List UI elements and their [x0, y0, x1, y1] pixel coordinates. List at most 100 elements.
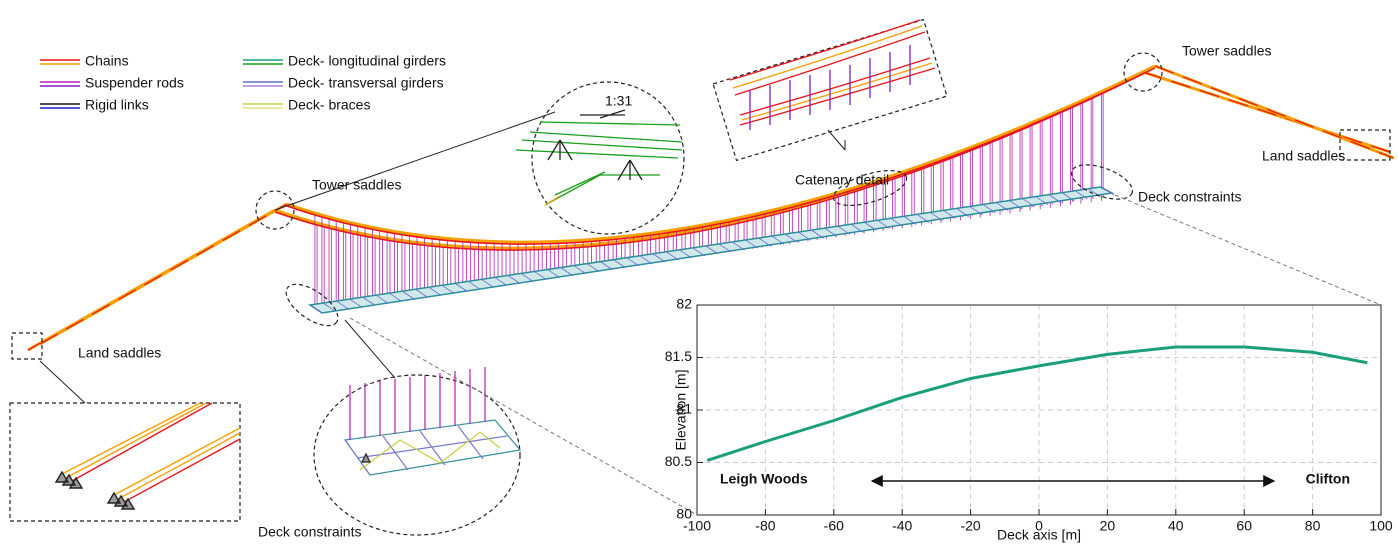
deck-girder [586, 263, 600, 273]
deck-girder [758, 237, 772, 247]
chain [286, 64, 1156, 244]
legend-label: Deck- transversal girders [288, 75, 444, 91]
x-tick-label: 80 [1305, 518, 1321, 534]
deck-girder [850, 224, 864, 233]
annotation: Leigh Woods [720, 471, 808, 487]
deck-girder [613, 259, 626, 269]
deck-girder [639, 255, 653, 265]
deck-girder [1101, 186, 1115, 196]
deck-girder [877, 220, 890, 229]
label: Catenary detail [795, 172, 889, 188]
detail-saddle [515, 109, 683, 206]
callout [255, 190, 295, 230]
callout [712, 18, 948, 162]
y-tick-label: 80 [676, 506, 692, 522]
chart: 80 80.5 81 81.5 82 -100 -80 -60 -40 -20 0 20 40 60 80 1… [665, 296, 1393, 543]
x-axis-label: Deck axis [m] [997, 527, 1081, 543]
deck-girder [732, 241, 745, 251]
y-tick-label: 81.5 [665, 348, 692, 364]
leader [827, 129, 846, 151]
y-tick-label: 81 [676, 401, 692, 417]
x-tick-label: 40 [1168, 518, 1184, 534]
detail-catenary [729, 19, 936, 130]
leader [344, 319, 396, 379]
chain [274, 73, 1144, 251]
deck-girder [916, 214, 930, 223]
legend-label: Rigid links [85, 97, 149, 113]
deck-girder [362, 296, 376, 306]
deck-girder [349, 298, 362, 308]
deck-girder [507, 275, 521, 284]
deck-girder [415, 288, 428, 298]
chain [39, 203, 288, 345]
chain [286, 67, 1156, 245]
deck-girder [956, 208, 970, 217]
callout [313, 374, 521, 536]
deck-girder [626, 257, 640, 267]
deck-girder [600, 261, 613, 271]
label: Tower saddles [312, 177, 402, 193]
deck-girder [930, 212, 943, 221]
deck-girder [692, 247, 706, 257]
deck-girder [388, 292, 402, 302]
deck-girder [1009, 200, 1022, 210]
annotation: Clifton [1306, 471, 1350, 487]
label: Land saddles [1262, 148, 1345, 164]
data-line [706, 345, 1368, 462]
callout [285, 283, 339, 327]
deck-girder [1062, 192, 1075, 202]
callout [1123, 52, 1163, 92]
deck-girder [309, 304, 323, 314]
deck-girder [982, 204, 996, 214]
callout [531, 81, 685, 235]
x-tick-label: -60 [824, 518, 844, 534]
deck-girder [402, 290, 415, 300]
deck-girder [468, 281, 481, 290]
x-tick-label: 100 [1369, 518, 1393, 534]
deck-girder [375, 294, 389, 304]
deck-girder [718, 243, 732, 253]
y-tick-label: 80.5 [665, 453, 692, 469]
leader [1114, 194, 1382, 306]
y-tick-label: 82 [676, 296, 692, 312]
detail-land [54, 402, 241, 510]
deck-girder [481, 279, 494, 288]
chain [1142, 71, 1391, 153]
deck-girder [560, 267, 574, 276]
x-tick-label: -20 [960, 518, 980, 534]
callout [1070, 164, 1134, 200]
x-tick-label: 0 [1035, 518, 1043, 534]
callout [1339, 129, 1391, 161]
callout [9, 402, 241, 522]
legend-label: Deck- longitudinal girders [288, 53, 446, 69]
deck-girder [1022, 198, 1036, 208]
legend-label: Suspender rods [85, 75, 184, 91]
label: Land saddles [78, 345, 161, 361]
deck-girder [864, 222, 877, 231]
x-tick-label: -40 [892, 518, 912, 534]
deck-girder [679, 249, 692, 259]
deck-girder [784, 233, 798, 243]
deck-girder [1048, 194, 1062, 204]
deck-girder [903, 216, 917, 225]
deck-girder [666, 251, 679, 261]
x-tick-label: -100 [683, 518, 711, 534]
label: 1:31 [605, 93, 632, 109]
legend: Chains Suspender rods Rigid links Deck- lon… [40, 53, 446, 113]
label: Deck constraints [258, 524, 361, 540]
deck-girder [798, 231, 811, 241]
axes-frame [696, 304, 1382, 516]
deck-girder [824, 227, 838, 237]
deck-girder [322, 302, 336, 312]
deck-girder [745, 239, 758, 249]
deck-girder [520, 273, 534, 282]
deck-girder [573, 265, 587, 274]
deck-girder [771, 235, 785, 245]
deck-girder [454, 283, 468, 292]
deck-girder [428, 286, 442, 296]
deck-girder [534, 271, 547, 280]
deck [307, 186, 1115, 314]
deck-girder [652, 253, 666, 263]
label: Tower saddles [1182, 43, 1272, 59]
leader [39, 360, 86, 404]
